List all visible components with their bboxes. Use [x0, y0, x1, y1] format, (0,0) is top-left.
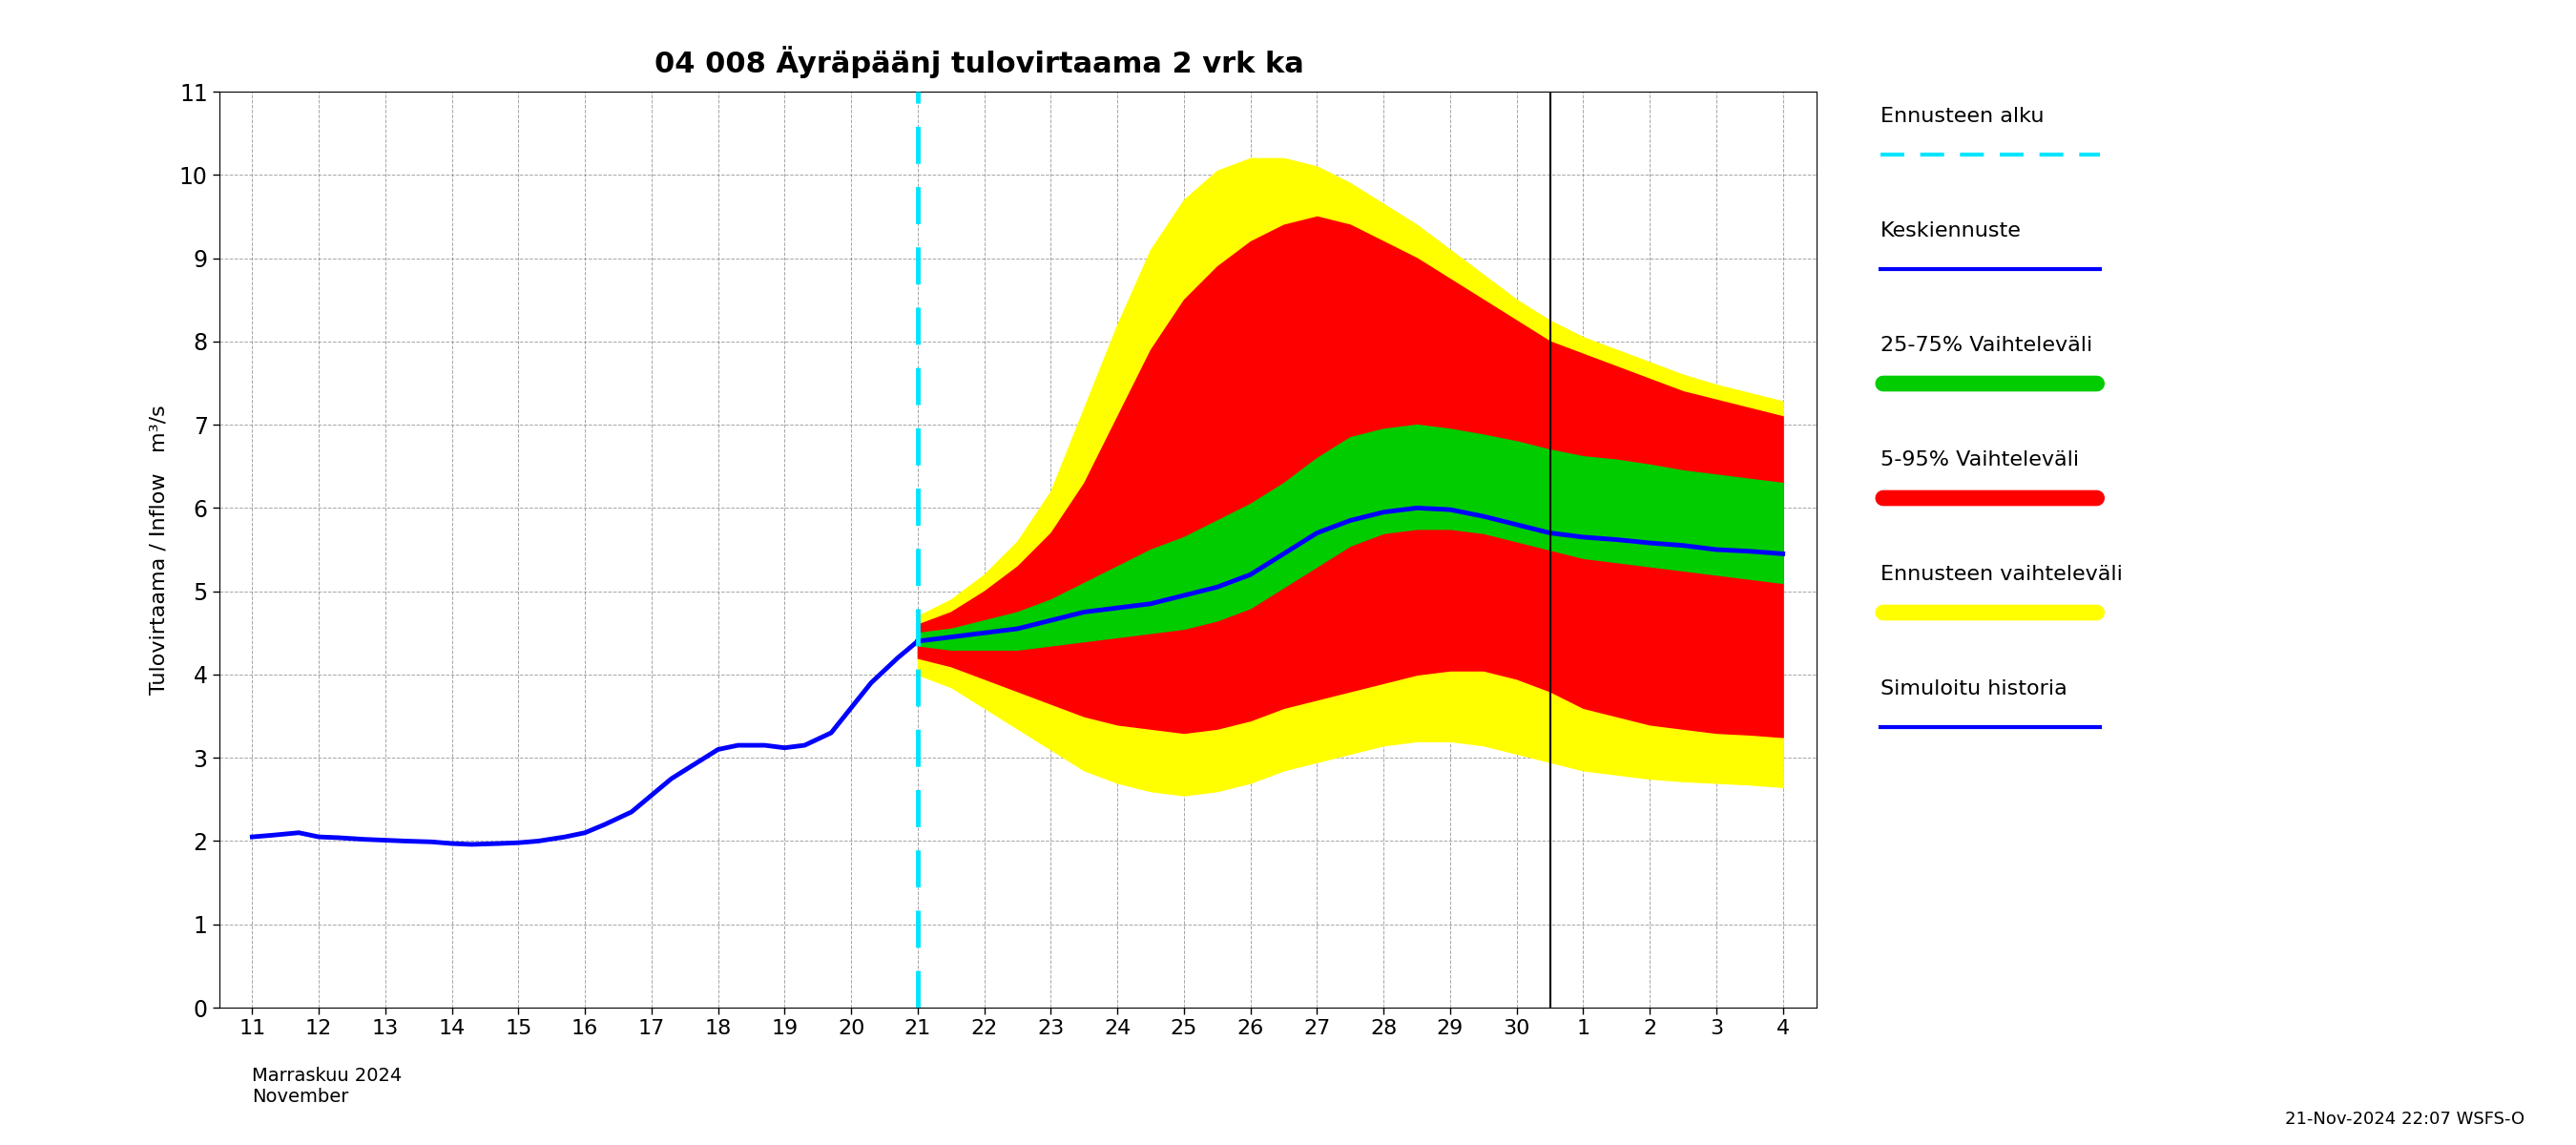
- Text: 04 008 Äyräpäänj tulovirtaama 2 vrk ka: 04 008 Äyräpäänj tulovirtaama 2 vrk ka: [654, 46, 1303, 78]
- Text: 21-Nov-2024 22:07 WSFS-O: 21-Nov-2024 22:07 WSFS-O: [2285, 1111, 2524, 1128]
- Text: 25-75% Vaihteleväli: 25-75% Vaihteleväli: [1880, 335, 2092, 355]
- Text: Keskiennuste: Keskiennuste: [1880, 221, 2022, 240]
- Text: Ennusteen alku: Ennusteen alku: [1880, 106, 2045, 126]
- Text: Simuloitu historia: Simuloitu historia: [1880, 679, 2066, 698]
- Text: Marraskuu 2024
November: Marraskuu 2024 November: [252, 1067, 402, 1106]
- Y-axis label: Tulovirtaama / Inflow   m³/s: Tulovirtaama / Inflow m³/s: [149, 404, 167, 695]
- Text: 5-95% Vaihteleväli: 5-95% Vaihteleväli: [1880, 450, 2079, 469]
- Text: Ennusteen vaihteleväli: Ennusteen vaihteleväli: [1880, 564, 2123, 584]
